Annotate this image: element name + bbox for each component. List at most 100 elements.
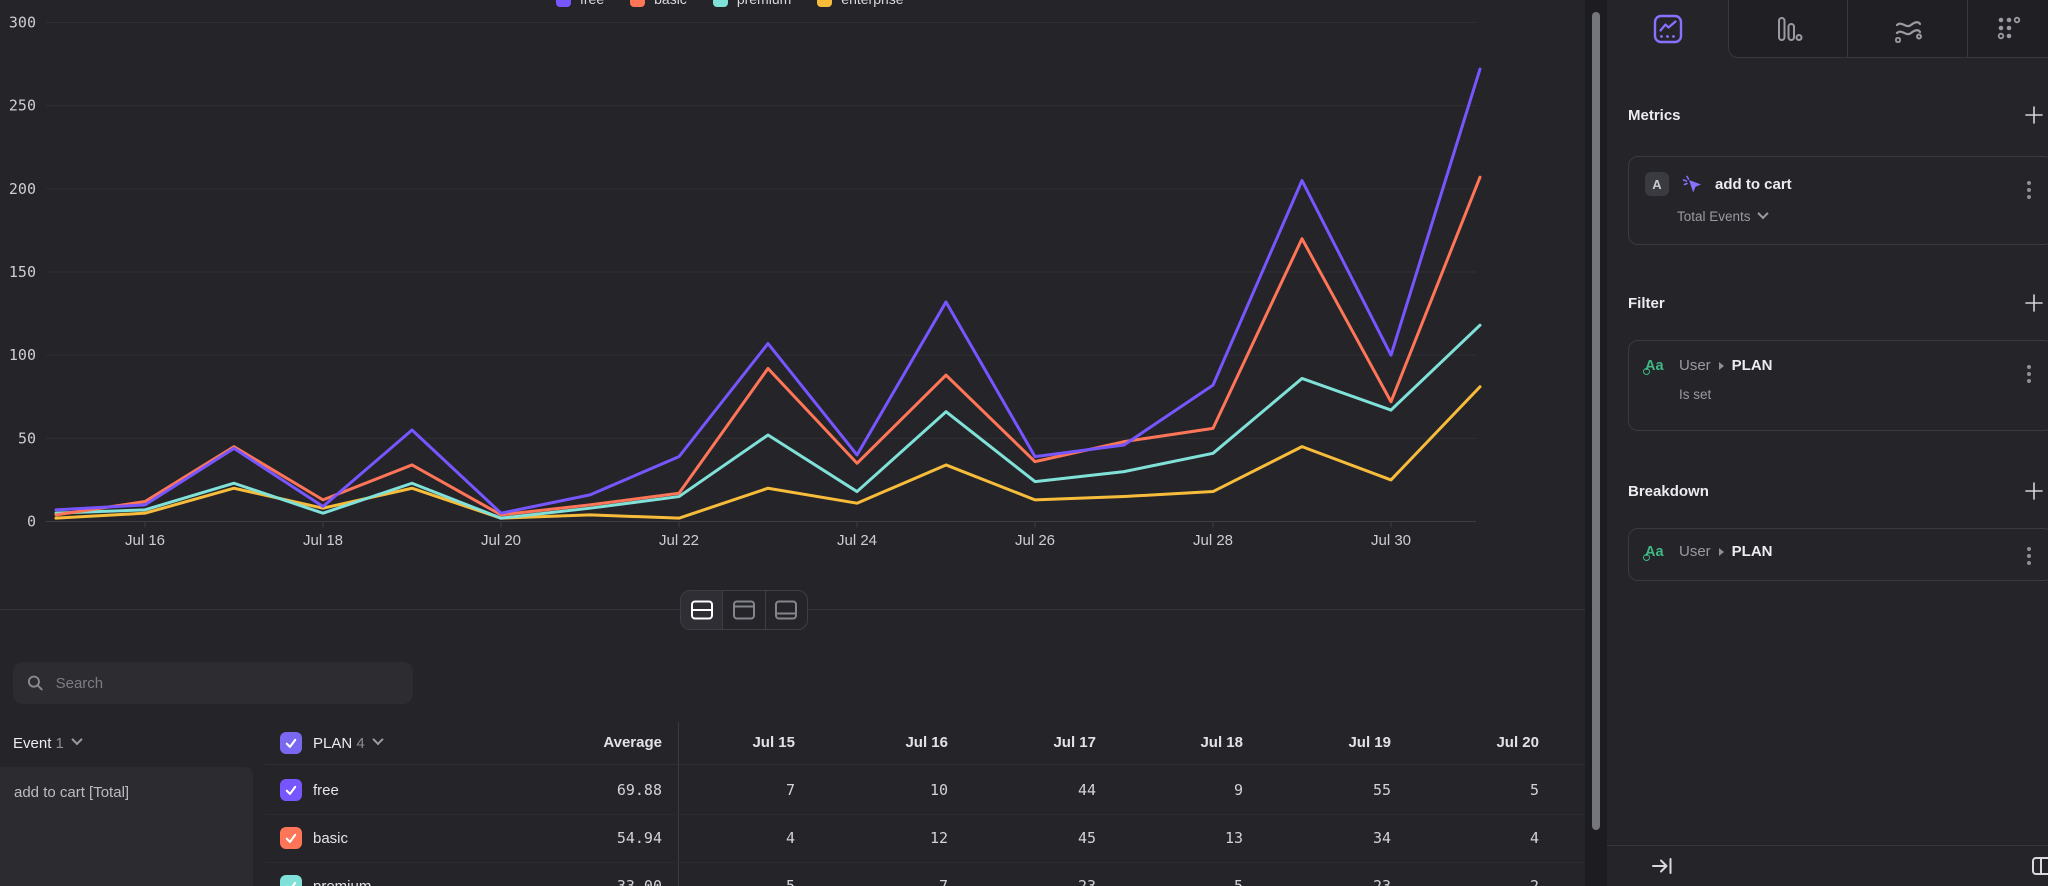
- row-value: 23: [1372, 877, 1391, 886]
- svg-text:250: 250: [9, 97, 36, 115]
- tab-more-charts[interactable]: [1967, 0, 2048, 58]
- date-column-header: Jul 16: [905, 734, 948, 751]
- aggregation-dropdown[interactable]: Total Events: [1677, 207, 2048, 224]
- line-chart: 0 50 100 150 200 250 300 Jul 16 Jul 18 Jul 20 Jul …: [9, 14, 1482, 549]
- filter-card[interactable]: User PLAN Is set: [1628, 340, 2048, 431]
- kebab-icon: [2027, 188, 2031, 192]
- report-builder-sidebar: Metrics A add to cart Total Events Filte…: [1607, 0, 2048, 886]
- toggle-panel-button[interactable]: [2031, 853, 2048, 879]
- row-label: basic: [313, 829, 349, 847]
- filter-scope: User: [1679, 357, 1711, 374]
- tab-bar-chart[interactable]: [1728, 0, 1847, 58]
- aggregation-label: Total Events: [1677, 209, 1751, 224]
- event-column-dropdown[interactable]: Event 1: [13, 722, 83, 764]
- event-click-icon: [1682, 175, 1701, 193]
- filter-operator[interactable]: Is set: [1679, 387, 1712, 402]
- kebab-icon: [2027, 372, 2031, 376]
- event-total-cell: add to cart [Total]: [0, 767, 253, 886]
- row-label: premium: [313, 877, 372, 886]
- table-search-box: [13, 662, 413, 704]
- row-value: 13: [1224, 829, 1243, 847]
- date-column-header: Jul 17: [1053, 734, 1096, 751]
- breakdown-options-menu[interactable]: [2021, 545, 2037, 567]
- chevron-down-icon: [1756, 207, 1769, 219]
- legend-label: premium: [737, 0, 791, 7]
- breakdown-scope: User: [1679, 543, 1711, 560]
- search-icon: [27, 675, 43, 691]
- metrics-section-title: Metrics: [1628, 107, 1681, 124]
- legend-item-free[interactable]: free: [556, 0, 604, 7]
- legend-swatch-enterprise: [817, 0, 833, 7]
- average-column-header: Average: [603, 734, 662, 751]
- legend-item-basic[interactable]: basic: [630, 0, 687, 7]
- table-header-separator: [265, 764, 1585, 765]
- chevron-down-icon: [71, 733, 83, 746]
- svg-text:50: 50: [18, 429, 36, 447]
- row-separator: [265, 862, 1585, 863]
- plus-icon: [2025, 106, 2043, 124]
- collapse-right-icon: [1652, 858, 1672, 874]
- vertical-scrollbar-track: [1585, 0, 1607, 886]
- legend-item-enterprise[interactable]: enterprise: [817, 0, 904, 7]
- row-value: 12: [929, 829, 948, 847]
- legend-swatch-premium: [712, 0, 728, 7]
- add-metric-button[interactable]: [2022, 103, 2046, 127]
- metric-card[interactable]: A add to cart Total Events: [1628, 156, 2048, 245]
- svg-text:300: 300: [9, 14, 36, 32]
- kebab-icon: [2027, 554, 2031, 558]
- row-value: 5: [785, 877, 795, 886]
- plan-column-label: PLAN: [313, 734, 353, 752]
- search-input[interactable]: [55, 674, 399, 692]
- table-row: premium 33.00 5 7 23 5 23 2: [0, 862, 1585, 886]
- main-panel: free basic premium enterprise 0 50 100 150 2…: [0, 0, 1585, 886]
- svg-text:100: 100: [9, 346, 36, 364]
- layout-split-equal-button[interactable]: [681, 591, 724, 629]
- row-checkbox-free[interactable]: [280, 779, 302, 801]
- layout-chart-focus-button[interactable]: [766, 591, 807, 629]
- tab-line-chart[interactable]: [1607, 0, 1728, 58]
- row-value: 55: [1372, 781, 1391, 799]
- plan-select-all-checkbox[interactable]: [280, 732, 302, 754]
- row-value: 45: [1077, 829, 1096, 847]
- svg-text:0: 0: [27, 513, 36, 531]
- event-count: 1: [55, 734, 64, 752]
- legend-item-premium[interactable]: premium: [712, 0, 791, 7]
- row-separator: [265, 814, 1585, 815]
- row-value: 5: [1529, 781, 1539, 799]
- plan-column-dropdown[interactable]: PLAN 4: [280, 722, 384, 764]
- row-value: 10: [929, 781, 948, 799]
- add-breakdown-button[interactable]: [2022, 479, 2046, 503]
- legend-swatch-basic: [630, 0, 646, 7]
- legend-label: free: [580, 0, 604, 7]
- tab-area-chart[interactable]: [1847, 0, 1967, 58]
- date-column-header: Jul 18: [1200, 734, 1243, 751]
- vertical-scrollbar-thumb[interactable]: [1592, 12, 1600, 830]
- breakdown-card[interactable]: User PLAN: [1628, 528, 2048, 581]
- row-value: 4: [1529, 829, 1539, 847]
- table-row: basic 54.94 4 12 45 13 34 4: [0, 814, 1585, 862]
- date-column-header: Jul 20: [1496, 734, 1539, 751]
- line-chart-icon: [1653, 14, 1682, 44]
- metric-event-name: add to cart: [1715, 175, 1792, 193]
- arrow-right-icon: [1718, 547, 1724, 556]
- row-value: 23: [1077, 877, 1096, 886]
- row-checkbox-basic[interactable]: [280, 827, 302, 849]
- layout-table-focus-button[interactable]: [723, 591, 766, 629]
- plus-icon: [2025, 294, 2043, 312]
- svg-text:150: 150: [9, 263, 36, 281]
- row-checkbox-premium[interactable]: [280, 875, 302, 886]
- table-row: free 69.88 7 10 44 9 55 5: [0, 766, 1585, 814]
- add-filter-button[interactable]: [2022, 291, 2046, 315]
- row-label: free: [313, 781, 339, 799]
- breakdown-property: PLAN: [1731, 543, 1773, 560]
- split-panel-icon: [2032, 857, 2048, 875]
- collapse-sidebar-button[interactable]: [1649, 853, 1675, 879]
- more-charts-grid-icon: [1997, 16, 2021, 39]
- filter-options-menu[interactable]: [2021, 363, 2037, 385]
- plan-count: 4: [356, 734, 365, 752]
- metric-options-menu[interactable]: [2021, 179, 2037, 201]
- plus-icon: [2025, 482, 2043, 500]
- svg-text:Jul 22: Jul 22: [659, 532, 699, 549]
- date-column-header: Jul 19: [1348, 734, 1391, 751]
- chart-type-tabbar: [1607, 0, 2048, 58]
